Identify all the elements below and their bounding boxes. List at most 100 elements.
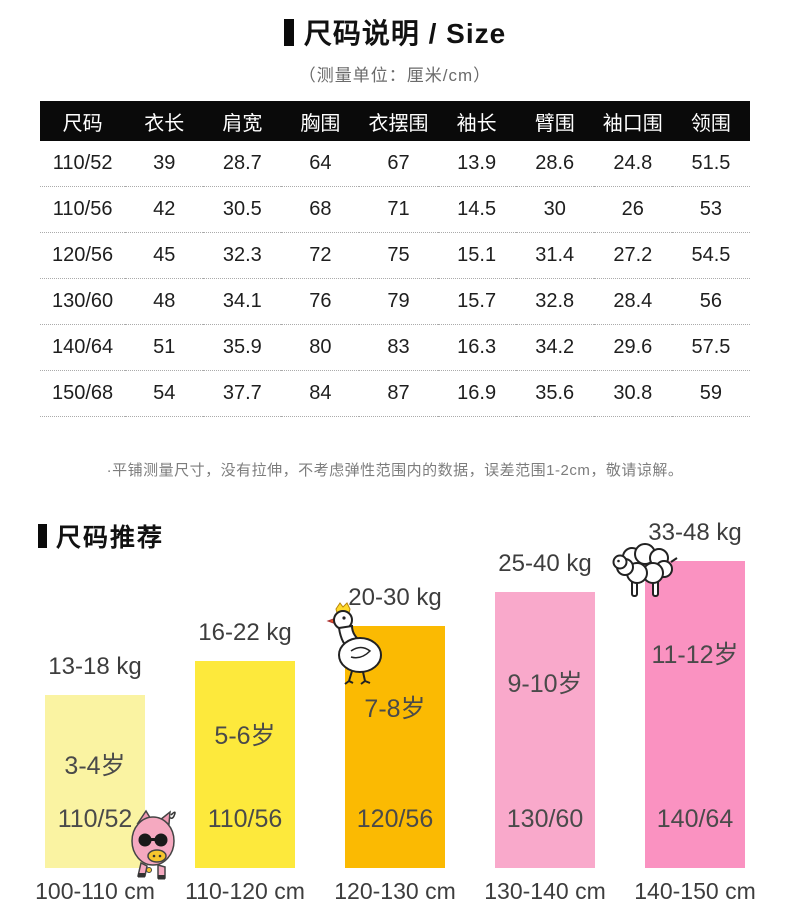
- measurement-note: ·平铺测量尺寸，没有拉伸，不考虑弹性范围内的数据，误差范围1-2cm，敬请谅解。: [106, 462, 684, 479]
- table-row: 120/56 45 32.3 72 75 15.1 31.4 27.2 54.5: [40, 232, 750, 279]
- table-cell: 72: [281, 232, 360, 279]
- table-cell: 83: [359, 324, 438, 371]
- table-cell: 87: [359, 370, 438, 417]
- column-header: 胸围: [281, 101, 360, 141]
- table-cell: 24.8: [593, 141, 672, 187]
- age-range-label: 7-8岁: [364, 695, 426, 723]
- table-cell: 30.5: [203, 186, 282, 233]
- size-recommend-chart: 尺码推荐 13-18 kg 3-4岁 110/52 100-110 cm 16-…: [0, 516, 790, 914]
- table-cell: 34.2: [515, 324, 594, 371]
- table-cell: 37.7: [203, 370, 282, 417]
- pig-icon: [126, 807, 180, 881]
- measure-unit-subtitle: （测量单位：厘米/cm）: [298, 66, 492, 85]
- table-cell: 71: [359, 186, 438, 233]
- table-cell: 67: [359, 141, 438, 187]
- table-cell: 16.3: [437, 324, 516, 371]
- table-cell: 48: [125, 278, 204, 325]
- table-cell: 80: [281, 324, 360, 371]
- height-range-label: 130-140 cm: [484, 877, 606, 904]
- table-cell: 26: [593, 186, 672, 233]
- size-bar: 11-12岁 140/64: [645, 561, 745, 868]
- table-cell: 56: [671, 278, 750, 325]
- table-cell: 76: [281, 278, 360, 325]
- size-table-header-row: 尺码 衣长 肩宽 胸围 衣摆围 袖长 臂围 袖口围 领围: [40, 101, 750, 141]
- table-cell: 45: [125, 232, 204, 279]
- column-header: 袖口围: [593, 101, 672, 141]
- table-cell: 140/64: [40, 324, 126, 371]
- column-header: 领围: [671, 101, 750, 141]
- weight-range-label: 16-22 kg: [198, 619, 292, 646]
- table-cell: 15.1: [437, 232, 516, 279]
- table-cell: 13.9: [437, 141, 516, 187]
- table-cell: 53: [671, 186, 750, 233]
- table-cell: 30: [515, 186, 594, 233]
- page-title-text: 尺码说明 / Size: [303, 18, 507, 49]
- recommend-title: 尺码推荐: [38, 518, 164, 554]
- sheep-icon: [612, 542, 678, 600]
- table-row: 110/52 39 28.7 64 67 13.9 28.6 24.8 51.5: [40, 141, 750, 187]
- table-cell: 51: [125, 324, 204, 371]
- weight-range-label: 13-18 kg: [48, 653, 142, 680]
- table-cell: 30.8: [593, 370, 672, 417]
- column-header: 衣长: [125, 101, 204, 141]
- column-header: 衣摆围: [359, 101, 438, 141]
- table-cell: 120/56: [40, 232, 126, 279]
- size-table-head: 尺码 衣长 肩宽 胸围 衣摆围 袖长 臂围 袖口围 领围: [40, 101, 750, 141]
- weight-range-label: 33-48 kg: [648, 519, 742, 546]
- table-row: 110/56 42 30.5 68 71 14.5 30 26 53: [40, 186, 750, 233]
- size-table-body: 110/52 39 28.7 64 67 13.9 28.6 24.8 51.5 110/56 42…: [40, 141, 750, 417]
- table-cell: 84: [281, 370, 360, 417]
- age-range-label: 5-6岁: [214, 722, 276, 750]
- height-range-label: 110-120 cm: [185, 877, 305, 904]
- height-range-label: 100-110 cm: [35, 877, 155, 904]
- size-bar-group: 13-18 kg 3-4岁 110/52 100-110 cm: [35, 653, 155, 914]
- table-cell: 59: [671, 370, 750, 417]
- table-cell: 79: [359, 278, 438, 325]
- size-bar: 5-6岁 110/56: [195, 661, 295, 868]
- age-range-label: 11-12岁: [651, 641, 739, 669]
- table-cell: 54: [125, 370, 204, 417]
- table-cell: 28.4: [593, 278, 672, 325]
- size-bar-group: 16-22 kg 5-6岁 110/56 110-120 cm: [185, 619, 305, 914]
- height-range-label: 120-130 cm: [334, 877, 456, 904]
- size-bar-group: 33-48 kg 11-12岁 140/64 140-150 cm: [634, 519, 755, 914]
- table-cell: 29.6: [593, 324, 672, 371]
- goose-icon: [326, 602, 384, 690]
- table-row: 140/64 51 35.9 80 83 16.3 34.2 29.6 57.5: [40, 324, 750, 371]
- table-cell: 42: [125, 186, 204, 233]
- table-cell: 31.4: [515, 232, 594, 279]
- recommend-title-text: 尺码推荐: [56, 524, 165, 552]
- table-cell: 32.8: [515, 278, 594, 325]
- column-header: 肩宽: [203, 101, 282, 141]
- table-cell: 130/60: [40, 278, 126, 325]
- size-code-label: 110/56: [207, 805, 283, 833]
- column-header: 尺码: [40, 101, 126, 141]
- size-code-label: 140/64: [656, 805, 734, 833]
- table-cell: 64: [281, 141, 360, 187]
- table-cell: 68: [281, 186, 360, 233]
- table-cell: 35.6: [515, 370, 594, 417]
- table-cell: 150/68: [40, 370, 126, 417]
- table-cell: 35.9: [203, 324, 282, 371]
- size-bar: 3-4岁 110/52: [45, 695, 145, 868]
- size-table: 尺码 衣长 肩宽 胸围 衣摆围 袖长 臂围 袖口围 领围 110/52 39 28.7 64 67 13.…: [40, 101, 750, 417]
- table-cell: 27.2: [593, 232, 672, 279]
- title-accent-bar: [283, 18, 294, 46]
- page-title: 尺码说明 / Size: [0, 0, 790, 52]
- table-row: 130/60 48 34.1 76 79 15.7 32.8 28.4 56: [40, 278, 750, 325]
- table-cell: 110/52: [40, 141, 126, 187]
- table-cell: 15.7: [437, 278, 516, 325]
- table-cell: 34.1: [203, 278, 282, 325]
- table-cell: 32.3: [203, 232, 282, 279]
- table-cell: 54.5: [671, 232, 750, 279]
- recommend-accent-bar: [38, 524, 47, 548]
- table-cell: 28.7: [203, 141, 282, 187]
- size-code-label: 110/52: [57, 805, 133, 833]
- table-cell: 28.6: [515, 141, 594, 187]
- table-cell: 51.5: [671, 141, 750, 187]
- size-code-label: 120/56: [356, 805, 434, 833]
- size-bar-group: 25-40 kg 9-10岁 130/60 130-140 cm: [484, 550, 605, 914]
- table-cell: 14.5: [437, 186, 516, 233]
- column-header: 臂围: [515, 101, 594, 141]
- weight-range-label: 25-40 kg: [498, 550, 592, 577]
